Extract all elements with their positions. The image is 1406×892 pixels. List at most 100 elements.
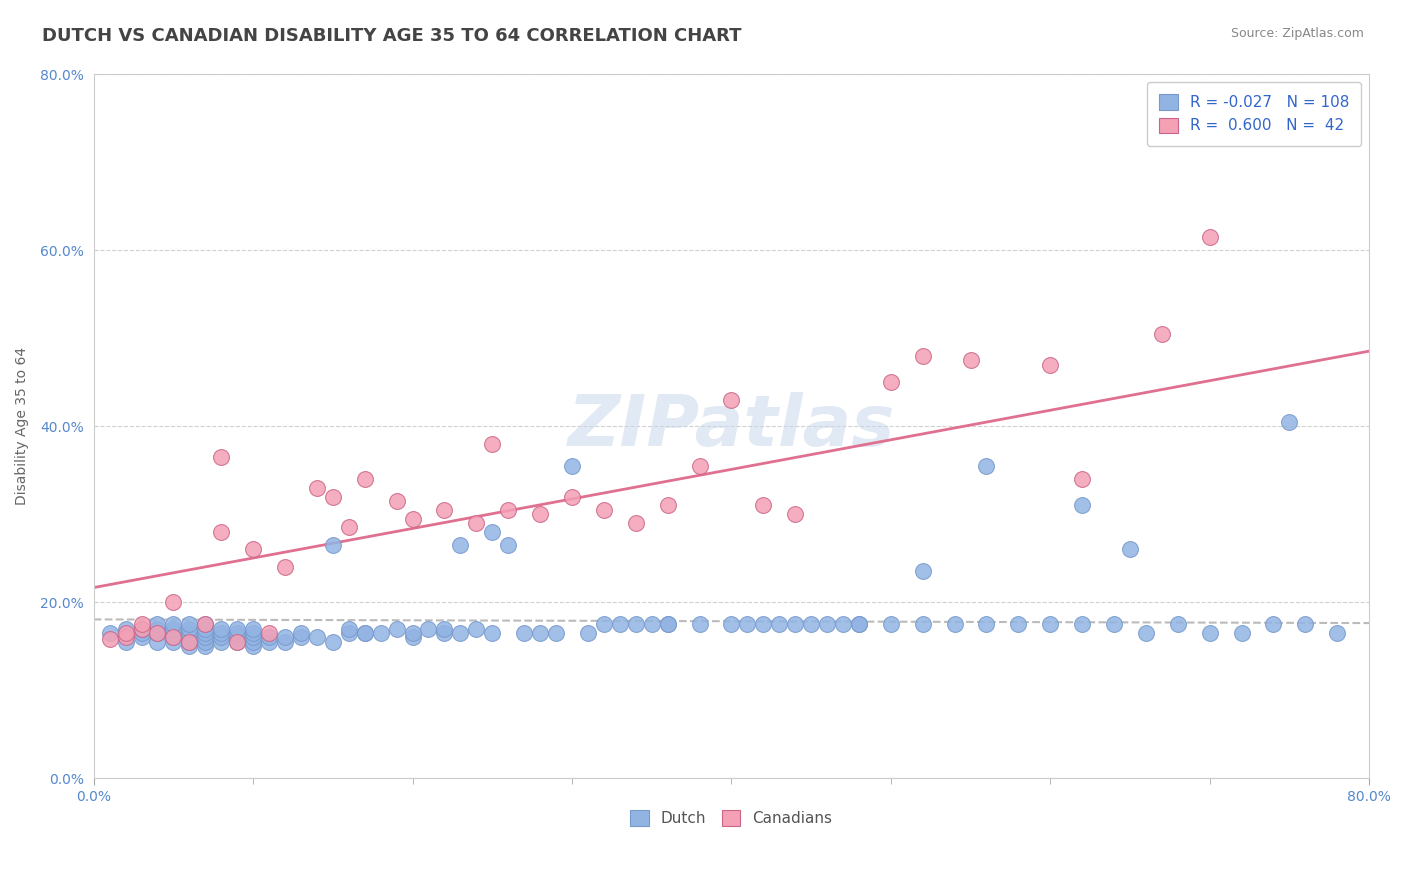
Point (576, 626, 599, 640)
Point (1135, 626, 1157, 640)
Point (433, 626, 456, 640)
Point (194, 617, 217, 632)
Point (561, 458, 583, 473)
Point (179, 639, 201, 653)
Point (657, 499, 679, 513)
Point (1071, 617, 1094, 632)
Point (353, 626, 375, 640)
Point (257, 626, 280, 640)
Point (337, 520, 360, 534)
Point (274, 631, 297, 645)
Point (481, 436, 503, 450)
Point (322, 634, 344, 648)
Point (1198, 626, 1220, 640)
Point (911, 349, 934, 363)
Point (242, 634, 264, 648)
Point (179, 634, 201, 648)
Point (768, 617, 790, 632)
Point (385, 494, 408, 508)
Point (624, 516, 647, 530)
Point (720, 617, 742, 632)
Point (785, 617, 807, 632)
Point (305, 631, 328, 645)
Point (1039, 617, 1062, 632)
Point (179, 617, 201, 632)
Point (146, 622, 169, 636)
Point (401, 511, 423, 525)
Point (146, 626, 169, 640)
Point (1326, 626, 1348, 640)
Point (752, 499, 775, 513)
Point (179, 622, 201, 636)
Point (370, 626, 392, 640)
Legend: Dutch, Canadians: Dutch, Canadians (623, 803, 839, 834)
Point (1230, 626, 1253, 640)
Point (1119, 542, 1142, 557)
Point (609, 617, 631, 632)
Point (880, 375, 903, 389)
Point (496, 538, 519, 552)
Point (242, 631, 264, 645)
Point (513, 626, 536, 640)
Point (496, 502, 519, 516)
Point (401, 626, 423, 640)
Point (131, 622, 153, 636)
Point (385, 622, 408, 636)
Point (418, 622, 440, 636)
Point (976, 458, 998, 473)
Point (529, 507, 551, 521)
Point (146, 634, 169, 648)
Point (194, 617, 217, 632)
Point (209, 631, 232, 645)
Point (785, 507, 807, 521)
Point (800, 617, 823, 632)
Point (322, 538, 344, 552)
Point (401, 631, 423, 645)
Point (465, 516, 488, 530)
Point (242, 622, 264, 636)
Point (305, 481, 328, 495)
Y-axis label: Disability Age 35 to 64: Disability Age 35 to 64 (15, 347, 30, 505)
Point (322, 490, 344, 504)
Point (592, 502, 614, 516)
Point (1294, 617, 1316, 632)
Point (911, 565, 934, 579)
Point (640, 617, 662, 632)
Point (226, 622, 249, 636)
Point (209, 622, 232, 636)
Point (131, 622, 153, 636)
Point (162, 631, 184, 645)
Point (242, 542, 264, 557)
Point (162, 631, 184, 645)
Point (114, 622, 136, 636)
Point (433, 502, 456, 516)
Point (737, 617, 759, 632)
Point (1071, 499, 1094, 513)
Point (131, 626, 153, 640)
Point (226, 626, 249, 640)
Point (465, 622, 488, 636)
Point (162, 626, 184, 640)
Point (1007, 617, 1029, 632)
Point (209, 626, 232, 640)
Point (274, 560, 297, 574)
Point (752, 617, 775, 632)
Point (98, 626, 121, 640)
Point (353, 626, 375, 640)
Point (242, 639, 264, 653)
Point (1263, 617, 1285, 632)
Point (943, 617, 966, 632)
Point (1150, 326, 1173, 341)
Point (290, 631, 312, 645)
Point (179, 626, 201, 640)
Point (689, 617, 711, 632)
Point (1198, 230, 1220, 244)
Point (657, 617, 679, 632)
Point (449, 626, 471, 640)
Point (274, 634, 297, 648)
Text: Source: ZipAtlas.com: Source: ZipAtlas.com (1230, 27, 1364, 40)
Point (146, 617, 169, 632)
Point (1167, 617, 1189, 632)
Point (720, 392, 742, 407)
Point (242, 626, 264, 640)
